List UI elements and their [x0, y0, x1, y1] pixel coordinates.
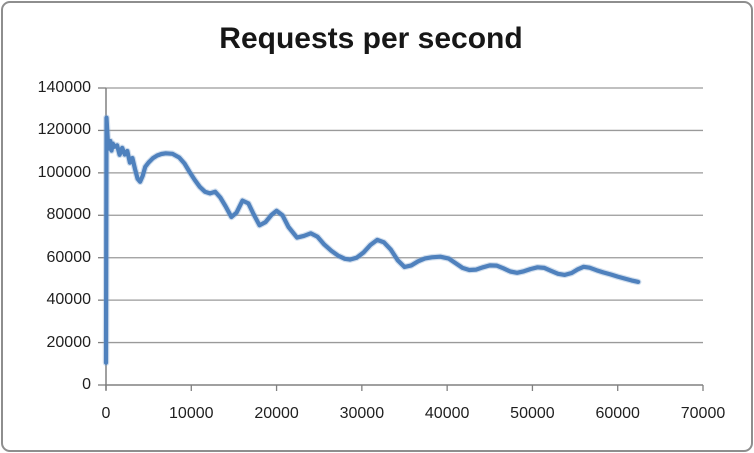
y-axis-label-80000: 80000 [46, 206, 92, 224]
x-axis-label-70000: 70000 [680, 405, 726, 422]
x-axis-label-30000: 30000 [339, 405, 385, 422]
series-line-requests-per-second [103, 115, 641, 365]
x-axis-label-0: 0 [101, 405, 111, 422]
y-axis-label-140000: 140000 [37, 79, 91, 96]
x-axis-label-20000: 20000 [254, 405, 299, 422]
x-axis-label-40000: 40000 [424, 405, 470, 422]
y-axis-label-100000: 100000 [37, 163, 91, 181]
y-axis-label-60000: 60000 [46, 248, 92, 266]
y-axis-label-20000: 20000 [46, 333, 92, 351]
chart-title: Requests per second [219, 22, 523, 55]
y-axis-label-0: 0 [82, 376, 91, 393]
y-axis-label-120000: 120000 [37, 121, 91, 139]
x-axis-label-60000: 60000 [595, 405, 640, 422]
series-line-halo [102, 114, 642, 366]
x-axis-label-50000: 50000 [510, 405, 555, 422]
y-axis-label-40000: 40000 [46, 291, 92, 309]
x-axis-label-10000: 10000 [169, 405, 214, 422]
